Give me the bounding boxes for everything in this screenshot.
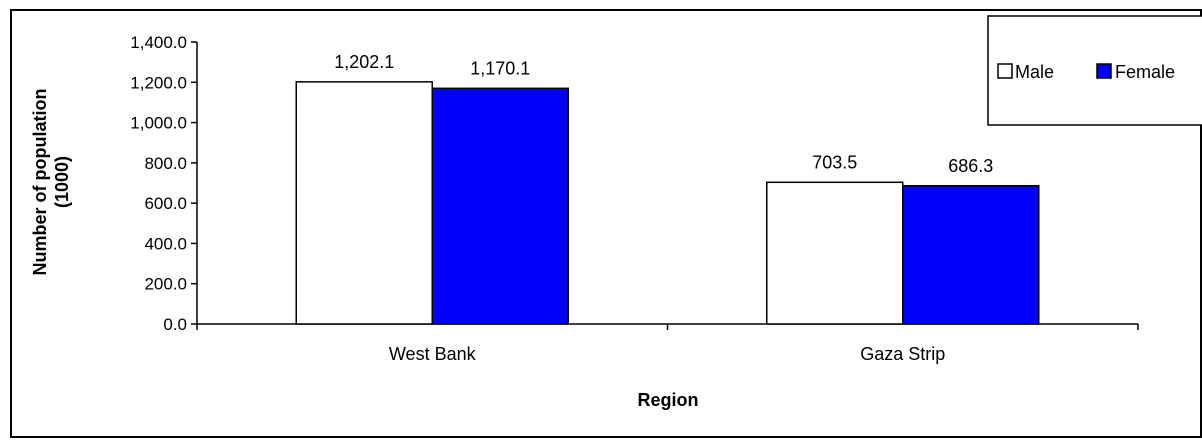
y-tick-label: 1,400.0	[130, 33, 187, 52]
y-tick-label: 1,200.0	[130, 73, 187, 92]
legend-label-male: Male	[1015, 62, 1054, 82]
category-labels: West Bank Gaza Strip	[389, 344, 945, 364]
bar-male-1	[295, 81, 433, 325]
legend-box	[987, 15, 1202, 126]
legend: Male Female	[987, 15, 1202, 126]
y-tick-label: 600.0	[144, 194, 187, 213]
legend-swatch-male	[997, 63, 1013, 79]
bars	[295, 81, 1040, 325]
category-label: Gaza Strip	[860, 344, 945, 364]
y-tick-label: 200.0	[144, 275, 187, 294]
bar-female-1	[431, 87, 569, 325]
y-tick-label: 0.0	[163, 315, 187, 334]
x-axis-title: Region	[638, 390, 699, 410]
data-label: 703.5	[812, 152, 857, 172]
y-axis-title-line-1: Number of population	[30, 89, 50, 276]
data-label: 686.3	[948, 156, 993, 176]
category-label: West Bank	[389, 344, 477, 364]
y-tick-label: 800.0	[144, 154, 187, 173]
y-tick-label: 1,000.0	[130, 114, 187, 133]
y-axis-title-line-2: (1000)	[52, 156, 72, 208]
data-label: 1,170.1	[470, 58, 530, 78]
y-axis-title: Number of population (1000)	[30, 89, 72, 276]
y-tick-label: 400.0	[144, 234, 187, 253]
data-label: 1,202.1	[334, 52, 394, 72]
legend-swatch-female	[1096, 63, 1112, 79]
bar-male-2	[766, 181, 904, 325]
bar-female-2	[902, 185, 1040, 325]
legend-label-female: Female	[1115, 62, 1175, 82]
y-tick-labels: 0.0 200.0 400.0 600.0 800.0 1,000.0 1,200.0 1,4…	[130, 33, 187, 334]
data-labels: 1,202.1 1,170.1 703.5 686.3	[334, 52, 993, 176]
